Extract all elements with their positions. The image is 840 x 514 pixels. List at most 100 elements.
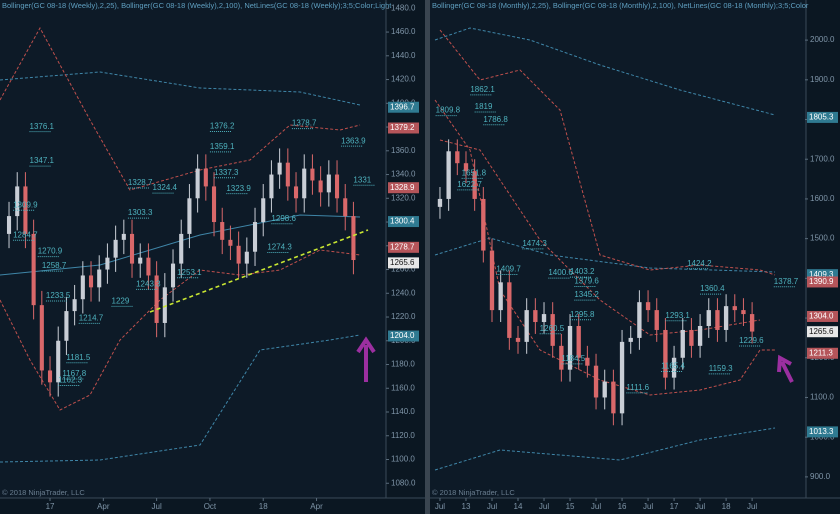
- candle-body: [749, 314, 755, 332]
- price-marker-label: 1300.4: [390, 217, 415, 226]
- net-line-label: 1309.9: [13, 200, 38, 209]
- price-marker-label: 1013.3: [809, 427, 834, 436]
- price-marker-label: 1379.2: [390, 123, 415, 132]
- x-tick-label: 17: [46, 502, 55, 511]
- candle-body: [105, 257, 110, 270]
- net-line-label: 1424.2: [687, 259, 712, 268]
- net-line-label: 1298.6: [271, 214, 296, 223]
- price-marker: [807, 111, 838, 123]
- candle-body: [637, 302, 642, 338]
- net-line-label: 1258.7: [42, 261, 67, 270]
- net-line-label: 1786.8: [483, 115, 508, 124]
- net-line-label: 1622.7: [457, 180, 482, 189]
- net-line-label: 1403.2: [570, 267, 595, 276]
- x-tick-label: Jul: [643, 502, 653, 511]
- candle-body: [533, 310, 538, 323]
- y-tick-label: 1360.0: [391, 146, 416, 155]
- x-tick-label: 18: [259, 502, 268, 511]
- net-line-label: 1303.3: [128, 208, 153, 217]
- candle-body: [602, 381, 607, 398]
- price-marker-label: 1211.3: [809, 348, 833, 357]
- net-line-label: 1167.8: [62, 369, 86, 378]
- candle-body: [302, 168, 307, 199]
- net-line-label: 1376.1: [30, 122, 55, 131]
- net-line-label: 1181.5: [66, 353, 90, 362]
- net-line-label: 1328.7: [128, 178, 153, 187]
- x-tick-label: Jul: [695, 502, 705, 511]
- bollinger-band: [0, 71, 361, 106]
- candle-body: [663, 329, 668, 378]
- y-tick-label: 1180.0: [391, 360, 415, 369]
- net-line-label: 1253.1: [177, 268, 202, 277]
- x-tick-label: 16: [618, 502, 627, 511]
- price-marker-label: 1390.9: [809, 277, 834, 286]
- candle-body: [88, 275, 94, 288]
- net-line-label: 1159.3: [709, 364, 733, 373]
- net-line-label: 1809.8: [436, 106, 461, 115]
- y-tick-label: 1160.0: [391, 383, 415, 392]
- candle-body: [170, 263, 176, 288]
- price-marker: [807, 276, 838, 288]
- net-line-label: 1260.5: [540, 324, 565, 333]
- net-line-label: 1378.7: [774, 277, 799, 286]
- bollinger-band: [439, 29, 776, 276]
- net-line-label: 1233.5: [46, 291, 71, 300]
- net-line-label: 1111.6: [626, 383, 649, 392]
- y-tick-label: 2000.0: [810, 35, 835, 44]
- price-marker-label: 1328.9: [390, 183, 415, 192]
- candle-body: [351, 216, 356, 261]
- candle-body: [310, 168, 315, 181]
- candle-body: [121, 233, 126, 240]
- candle-body: [334, 174, 340, 199]
- net-line-label: 1293.1: [665, 311, 690, 320]
- candle-body: [654, 310, 659, 330]
- x-tick-label: Jul: [539, 502, 549, 511]
- net-line-label: 1323.9: [226, 184, 251, 193]
- net-line-label: 1214.7: [79, 313, 104, 322]
- net-line-label: 1347.1: [30, 156, 55, 165]
- candle-body: [97, 269, 102, 288]
- candle-body: [611, 381, 616, 414]
- net-line-label: 1337.3: [214, 168, 239, 177]
- y-tick-label: 1320.0: [391, 193, 416, 202]
- candle-body: [318, 180, 323, 193]
- net-line-label: 1359.1: [210, 142, 235, 151]
- candle-body: [585, 357, 590, 366]
- y-tick-label: 1120.0: [391, 431, 415, 440]
- candle-body: [285, 162, 290, 187]
- candle-body: [680, 329, 685, 358]
- candle-body: [541, 314, 547, 323]
- chart-title: Bollinger(GC 08-18 (Weekly),2,25), Bolli…: [2, 1, 392, 10]
- candle-body: [723, 306, 729, 330]
- candle-body: [211, 186, 217, 223]
- net-line-label: 1363.9: [341, 136, 366, 145]
- net-line-label: 1324.4: [153, 183, 178, 192]
- candle-body: [489, 250, 495, 311]
- net-line-label: 1229.6: [739, 336, 764, 345]
- price-marker-label: 1805.3: [809, 113, 834, 122]
- candle-body: [261, 198, 266, 223]
- candle-body: [741, 310, 746, 315]
- net-line-label: 1376.2: [210, 122, 235, 131]
- candle-body: [524, 310, 529, 342]
- price-marker: [807, 269, 838, 281]
- candle-body: [269, 174, 274, 199]
- candle-body: [220, 222, 225, 240]
- candle-body: [6, 216, 12, 234]
- y-tick-label: 1140.0: [391, 407, 415, 416]
- x-tick-label: Jul: [435, 502, 445, 511]
- candle-body: [15, 186, 20, 217]
- bollinger-band: [434, 27, 776, 116]
- price-marker-label: 1409.3: [809, 270, 834, 279]
- candle-body: [39, 305, 44, 371]
- candle-body: [236, 245, 241, 264]
- price-marker: [388, 101, 419, 113]
- y-tick-label: 900.0: [810, 472, 831, 481]
- candle-body: [645, 302, 651, 311]
- bollinger-middle: [0, 214, 361, 276]
- price-marker: [807, 326, 838, 338]
- net-line-label: 1243.3: [136, 279, 161, 288]
- bollinger-middle: [434, 237, 776, 273]
- candle-body: [326, 174, 331, 193]
- net-line-label: 1862.1: [470, 85, 495, 94]
